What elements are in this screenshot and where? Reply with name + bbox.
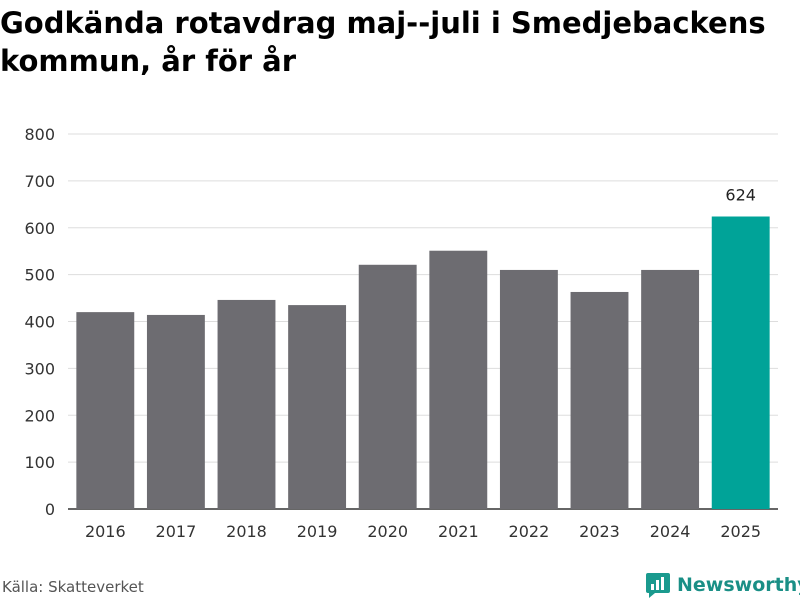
x-tick-label: 2022	[509, 522, 550, 541]
data-label: 624	[725, 186, 756, 205]
x-tick-label: 2024	[650, 522, 691, 541]
x-tick-label: 2018	[226, 522, 267, 541]
x-tick-label: 2016	[85, 522, 126, 541]
x-tick-label: 2021	[438, 522, 479, 541]
x-tick-label: 2017	[156, 522, 197, 541]
y-tick-label: 500	[24, 266, 55, 285]
y-tick-label: 400	[24, 313, 55, 332]
x-tick-label: 2020	[367, 522, 408, 541]
y-axis-ticks: 0 100 200 300 400 500 600 700 800	[24, 125, 55, 519]
bars	[76, 216, 770, 509]
bar-2022	[499, 269, 558, 509]
x-axis-ticks: 2016 2017 2018 2019 2020 2021 2022 2023 2024 2025	[85, 522, 761, 541]
y-tick-label: 800	[24, 125, 55, 144]
chart-title: Godkända rotavdrag maj--juli i Smedjebac…	[0, 6, 766, 78]
y-tick-label: 700	[24, 172, 55, 191]
y-tick-label: 100	[24, 453, 55, 472]
bar-2023	[570, 291, 629, 509]
y-tick-label: 200	[24, 406, 55, 425]
source-note: Källa: Skatteverket	[2, 578, 144, 596]
x-tick-label: 2023	[579, 522, 620, 541]
x-tick-label: 2019	[297, 522, 338, 541]
brand-name: Newsworthy	[677, 574, 800, 596]
bar-2017	[146, 314, 205, 509]
data-labels: 624	[725, 186, 756, 205]
bar-2018	[217, 299, 276, 509]
bar-2024	[641, 269, 700, 509]
bar-2016	[76, 312, 135, 509]
bar-2020	[358, 264, 417, 509]
bar-2019	[288, 305, 347, 509]
brand-logo: Newsworthy	[645, 570, 800, 600]
x-tick-label: 2025	[720, 522, 761, 541]
y-tick-label: 600	[24, 219, 55, 238]
bar-2021	[429, 250, 488, 509]
newsworthy-logo-icon	[646, 573, 670, 598]
y-tick-label: 300	[24, 359, 55, 378]
bar-2025	[711, 216, 770, 509]
y-tick-label: 0	[45, 500, 55, 519]
